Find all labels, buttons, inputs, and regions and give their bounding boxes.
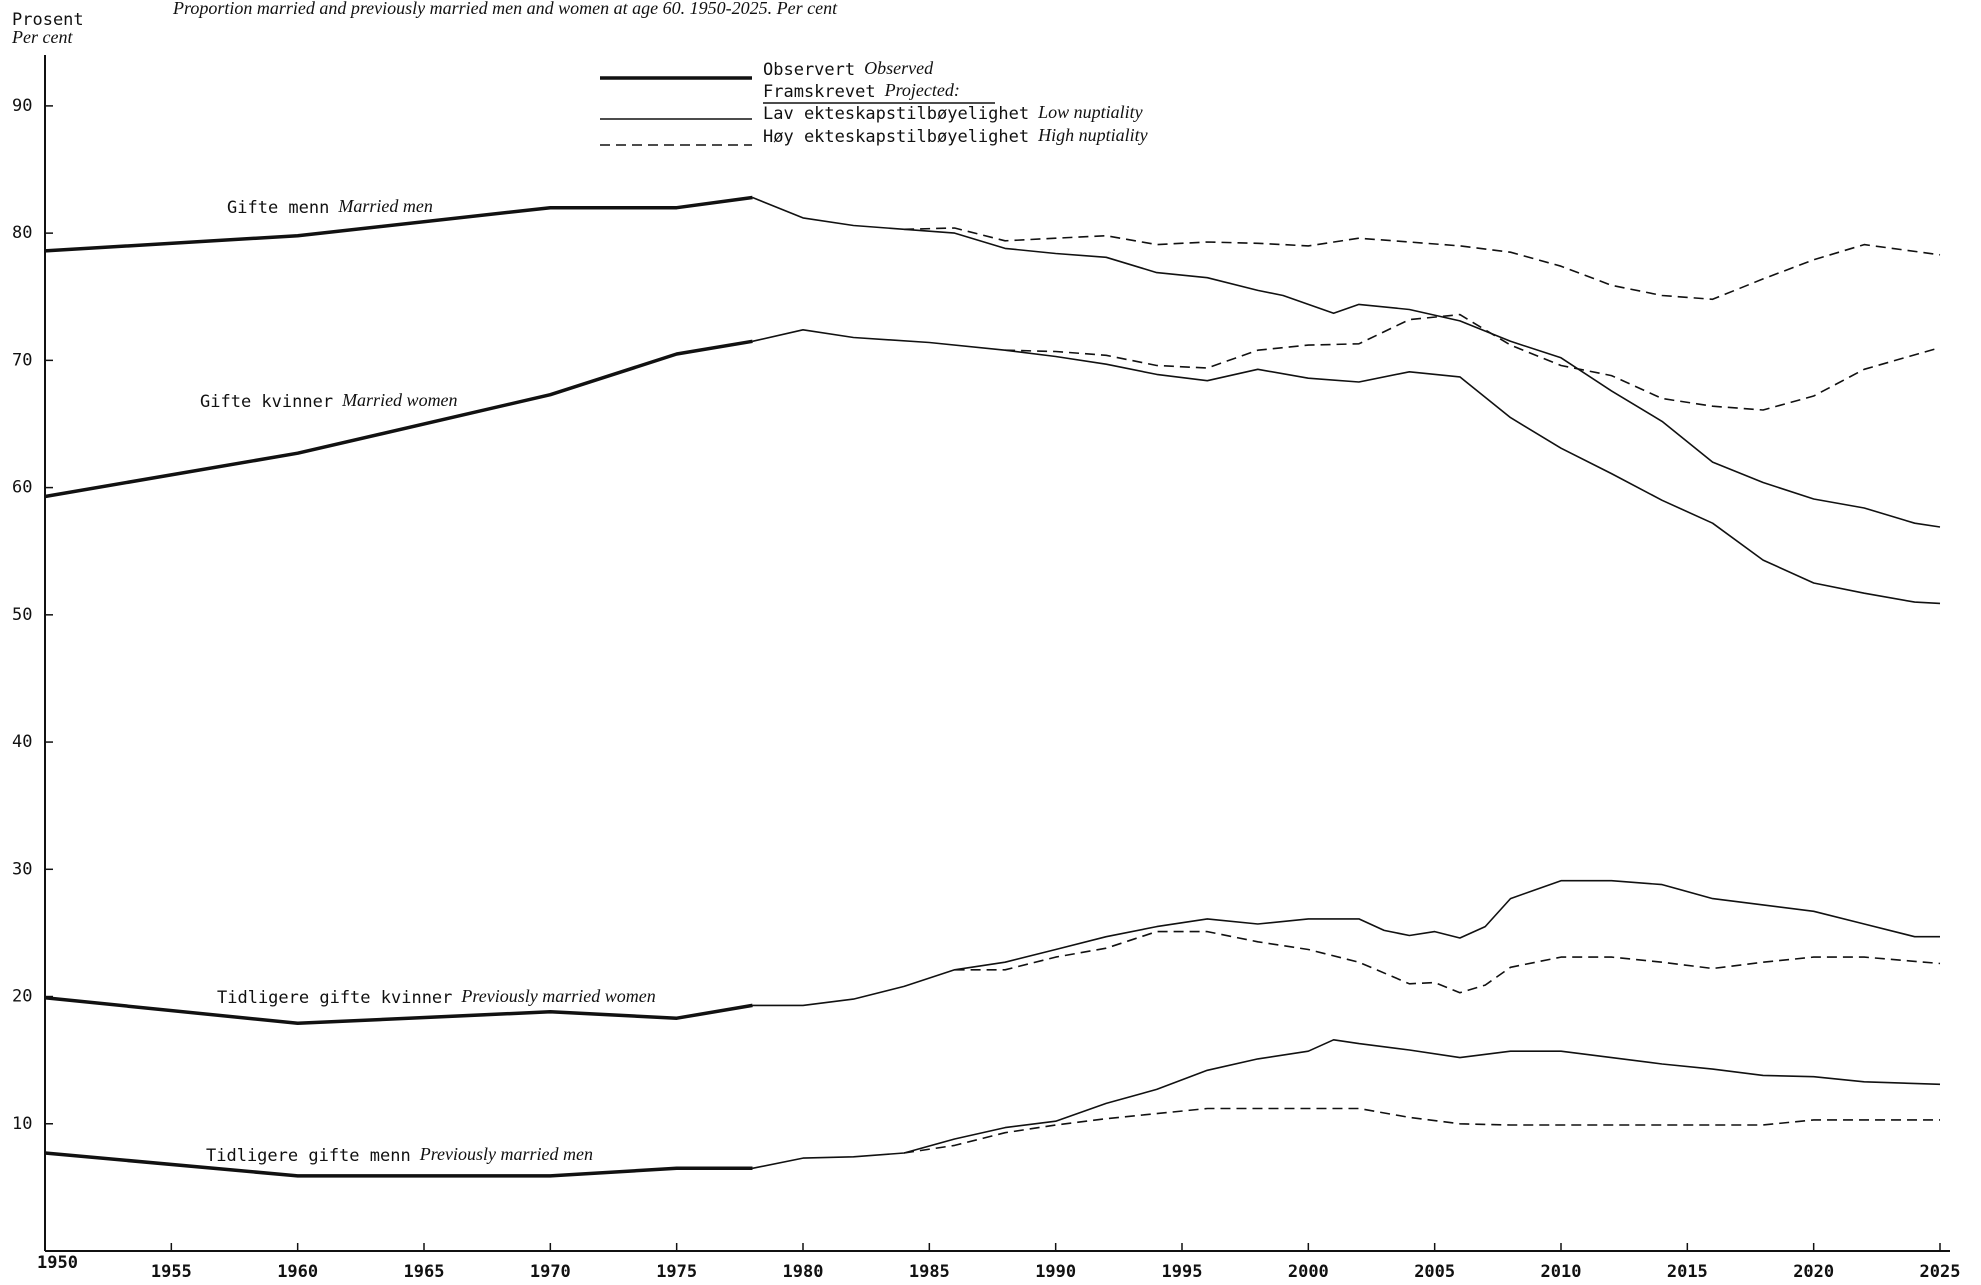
y-axis-label: Prosent: [12, 10, 84, 30]
series-name-en: Married women: [341, 390, 458, 410]
series-name: Gifte menn: [227, 198, 329, 218]
series-name-en: Previously married women: [460, 986, 655, 1006]
x-tick-label: 1950: [37, 1253, 78, 1273]
x-tick-label: 2025: [1920, 1262, 1961, 1282]
x-tick-label: 1990: [1035, 1262, 1076, 1282]
legend-label: Framskrevet Projected:: [763, 80, 960, 102]
legend-text-en: Observed: [864, 58, 934, 78]
y-tick-label: 30: [12, 859, 32, 879]
series-name: Tidligere gifte kvinner: [217, 988, 452, 1008]
line-high: [1005, 313, 1941, 411]
x-tick-label: 1960: [277, 1262, 318, 1282]
x-tick-label: 1965: [404, 1262, 445, 1282]
line-high: [903, 1107, 1940, 1154]
x-tick-label: 2005: [1414, 1262, 1455, 1282]
x-tick-label: 2015: [1667, 1262, 1708, 1282]
x-tick-label: 1985: [909, 1262, 950, 1282]
y-tick-label: 80: [12, 223, 32, 243]
line-high: [904, 227, 1941, 301]
y-tick-label: 10: [12, 1114, 32, 1134]
line-observed: [44, 195, 753, 253]
line-observed: [44, 1151, 753, 1178]
x-tick-label: 1975: [656, 1262, 697, 1282]
x-tick-label: 1980: [783, 1262, 824, 1282]
series-label: Gifte menn Married men: [227, 196, 433, 218]
legend-text: Lav ekteskapstilbøyelighet: [763, 104, 1029, 124]
y-tick-label: 90: [12, 96, 32, 116]
chart-title: Proportion married and previously marrie…: [172, 0, 838, 18]
series-name: Tidligere gifte menn: [206, 1146, 411, 1166]
legend-text: Observert: [763, 60, 855, 80]
legend-label: Høy ekteskapstilbøyelighet High nuptialit…: [763, 125, 1148, 147]
line-low: [752, 879, 1940, 1007]
legend-text: Høy ekteskapstilbøyelighet: [763, 127, 1029, 147]
series-label: Gifte kvinner Married women: [200, 390, 458, 412]
legend-label: Observert Observed: [763, 58, 934, 80]
y-tick-label: 20: [12, 987, 32, 1007]
series-name-en: Previously married men: [419, 1144, 593, 1164]
line-low: [752, 1039, 1941, 1170]
x-tick-label: 1995: [1162, 1262, 1203, 1282]
y-tick-label: 60: [12, 478, 32, 498]
line-observed: [44, 339, 753, 499]
x-tick-label: 1970: [530, 1262, 571, 1282]
series-name-en: Married men: [337, 196, 432, 216]
legend-text-en: Projected:: [884, 80, 960, 100]
legend-text-en: Low nuptiality: [1037, 102, 1143, 122]
legend-text: Framskrevet: [763, 82, 876, 102]
line-high: [954, 930, 1941, 994]
series-name: Gifte kvinner: [200, 392, 333, 412]
line-observed: [44, 996, 753, 1026]
y-axis-label-en: Per cent: [11, 27, 73, 47]
series-label: Tidligere gifte menn Previously married m…: [206, 1144, 593, 1166]
x-tick-label: 2020: [1793, 1262, 1834, 1282]
y-tick-label: 40: [12, 732, 32, 752]
x-tick-label: 1955: [151, 1262, 192, 1282]
line-low: [752, 329, 1941, 605]
y-tick-label: 70: [12, 350, 32, 370]
line-low: [752, 196, 1941, 528]
x-tick-label: 2010: [1541, 1262, 1582, 1282]
x-tick-label: 2000: [1288, 1262, 1329, 1282]
series-label: Tidligere gifte kvinner Previously marrie…: [217, 986, 656, 1008]
legend-text-en: High nuptiality: [1037, 125, 1148, 145]
legend-label: Lav ekteskapstilbøyelighet Low nuptiality: [763, 102, 1143, 124]
y-tick-label: 50: [12, 605, 32, 625]
